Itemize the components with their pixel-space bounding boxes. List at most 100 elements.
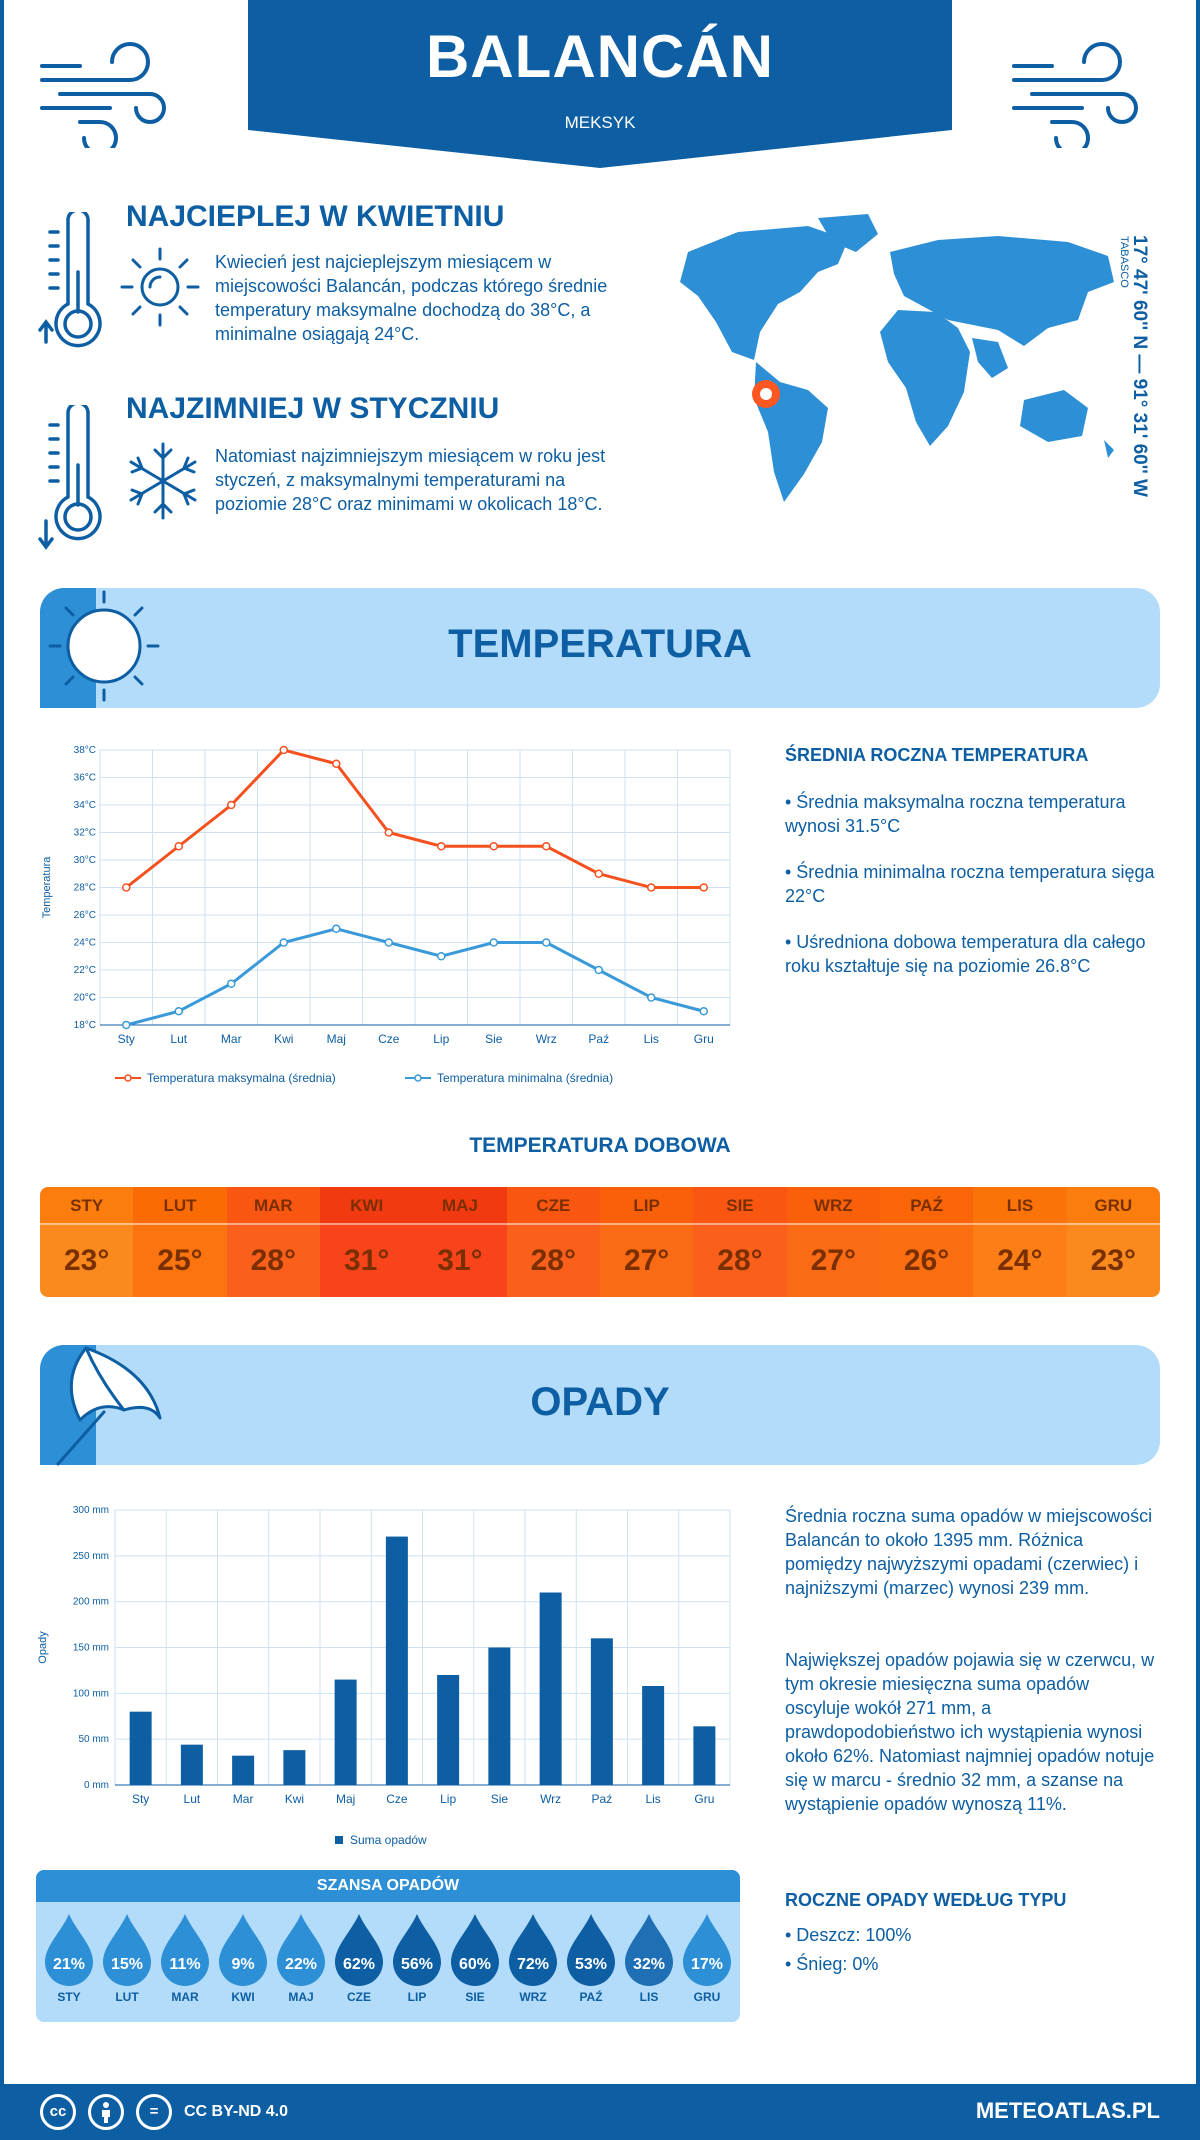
precip-chance-value: 32% <box>633 1956 665 1973</box>
daily-temp-month: WRZ <box>786 1187 880 1225</box>
y-tick-label: 0 mm <box>84 1780 109 1791</box>
daily-temp-value: 26° <box>879 1225 974 1297</box>
bar <box>539 1592 562 1785</box>
daily-temp-value: 28° <box>693 1225 787 1297</box>
data-point <box>489 842 498 851</box>
daily-temp-month: LIP <box>599 1187 694 1225</box>
precip-type-title: ROCZNE OPADY WEDŁUG TYPU <box>785 1890 1067 1910</box>
raindrop-shape <box>161 1914 209 1986</box>
raindrop-shape <box>45 1914 93 1986</box>
data-point <box>699 1007 708 1016</box>
x-tick-label: Gru <box>694 1792 714 1806</box>
x-tick-label: Sty <box>118 1032 135 1046</box>
hottest-title: NAJCIEPLEJ W KWIETNIU <box>126 200 505 233</box>
precip-text-1: Średnia roczna suma opadów w miejscowośc… <box>785 1506 1153 1598</box>
data-point <box>279 745 288 755</box>
precip-chance-item: 62% CZE <box>330 1902 388 2004</box>
bar <box>642 1686 665 1785</box>
thermometer-hot-icon <box>38 212 102 348</box>
precip-chance-item: 9% KWI <box>214 1902 272 2004</box>
temperature-chart: 18°C 20°C 22°C 24°C 26°C 28°C 30°C 32°C 34°C 36°C… <box>41 745 731 1085</box>
data-point <box>384 938 393 947</box>
bar <box>437 1675 460 1785</box>
raindrop-shape <box>103 1914 151 1986</box>
precip-chance-value: 9% <box>231 1956 254 1973</box>
x-tick-label: Paź <box>588 1032 609 1046</box>
y-tick-label: 32°C <box>74 828 96 839</box>
y-tick-label: 36°C <box>74 773 96 784</box>
y-tick-label: 100 mm <box>73 1688 109 1699</box>
precip-title: OPADY <box>530 1380 670 1424</box>
region-label: TABASCO <box>1118 236 1130 288</box>
daily-temperature-strip: STY 23° LUT 25° MAR 28° KWI 31° MAJ 31° CZE 28° LIP 2… <box>40 1187 1160 1297</box>
precip-chance-item: 72% WRZ <box>504 1902 562 2004</box>
y-tick-label: 18°C <box>74 1020 96 1031</box>
daily-temp-value: 27° <box>599 1225 694 1297</box>
daily-temp-month: CZE <box>506 1187 600 1225</box>
daily-temp-month: KWI <box>319 1187 414 1225</box>
temperature-summary: ŚREDNIA ROCZNA TEMPERATURA • Średnia mak… <box>785 745 1165 1000</box>
country-label: MEKSYK <box>564 113 636 132</box>
x-tick-label: Wrz <box>536 1032 557 1046</box>
header-banner <box>248 0 952 168</box>
daily-temp-month: MAR <box>226 1187 320 1225</box>
x-tick-label: Mar <box>233 1792 254 1806</box>
no-derivatives-icon: = <box>136 2094 172 2130</box>
bar <box>283 1750 306 1785</box>
precip-chance-item: 32% LIS <box>620 1902 678 2004</box>
x-tick-label: Paź <box>592 1792 613 1806</box>
raindrop-icon: 22% <box>277 1914 325 1986</box>
x-tick-label: Lis <box>644 1032 659 1046</box>
y-tick-label: 150 mm <box>73 1643 109 1654</box>
x-tick-label: Gru <box>694 1032 714 1046</box>
y-tick-label: 28°C <box>74 883 96 894</box>
precip-type-snow: • Śnieg: 0% <box>785 1954 879 1974</box>
daily-temp-value: 31° <box>413 1225 507 1297</box>
precip-chance-month: WRZ <box>519 1990 547 2004</box>
precip-chance-month: LIP <box>407 1990 427 2004</box>
temp-bullet-max: • Średnia maksymalna roczna temperatura … <box>785 792 1126 836</box>
legend-label: Temperatura minimalna (średnia) <box>437 1071 613 1085</box>
daily-temp-month: LUT <box>133 1187 227 1225</box>
legend-label: Suma opadów <box>350 1833 427 1847</box>
raindrop-shape <box>683 1914 731 1986</box>
daily-temp-title: TEMPERATURA DOBOWA <box>469 1134 731 1157</box>
x-tick-label: Kwi <box>274 1032 293 1046</box>
y-tick-label: 24°C <box>74 938 96 949</box>
daily-temp-value: 28° <box>506 1225 600 1297</box>
x-tick-label: Lut <box>184 1792 201 1806</box>
x-tick-label: Sie <box>485 1032 503 1046</box>
legend-label: Temperatura maksymalna (średnia) <box>147 1071 336 1085</box>
raindrop-shape <box>509 1914 557 1986</box>
precip-chance-item: 11% MAR <box>156 1902 214 2004</box>
daily-temp-cell: CZE 28° <box>506 1187 600 1297</box>
precip-chance-value: 21% <box>53 1956 85 1973</box>
raindrop-icon: 56% <box>393 1914 441 1986</box>
raindrop-shape <box>219 1914 267 1986</box>
data-point <box>594 965 603 975</box>
data-point <box>489 938 498 947</box>
precip-chance-month: LUT <box>115 1990 139 2004</box>
y-tick-label: 50 mm <box>78 1734 109 1745</box>
bar <box>334 1679 357 1785</box>
temperature-title: TEMPERATURA <box>448 622 752 666</box>
raindrop-shape <box>393 1914 441 1986</box>
precip-chance-item: 21% STY <box>40 1902 98 2004</box>
x-tick-label: Lip <box>440 1792 456 1806</box>
raindrop-shape <box>277 1914 325 1986</box>
y-tick-label: 200 mm <box>73 1597 109 1608</box>
daily-temp-value: 28° <box>226 1225 320 1297</box>
raindrop-icon: 72% <box>509 1914 557 1986</box>
bar <box>129 1711 152 1785</box>
y-tick-label: 30°C <box>74 855 96 866</box>
daily-temp-value: 23° <box>1066 1225 1160 1297</box>
daily-temp-value: 24° <box>973 1225 1067 1297</box>
data-point <box>332 924 341 933</box>
precip-chance-month: SIE <box>465 1990 485 2004</box>
precip-chance-panel: SZANSA OPADÓW 21% STY 15% LUT 11% MAR 9% KWI 22%… <box>36 1870 740 2022</box>
daily-temp-month: PAŹ <box>879 1187 974 1225</box>
daily-temp-cell: MAR 28° <box>226 1187 320 1297</box>
temperature-band <box>40 588 1160 708</box>
site-link[interactable]: METEOATLAS.PL <box>975 2098 1160 2123</box>
data-point <box>122 883 131 892</box>
